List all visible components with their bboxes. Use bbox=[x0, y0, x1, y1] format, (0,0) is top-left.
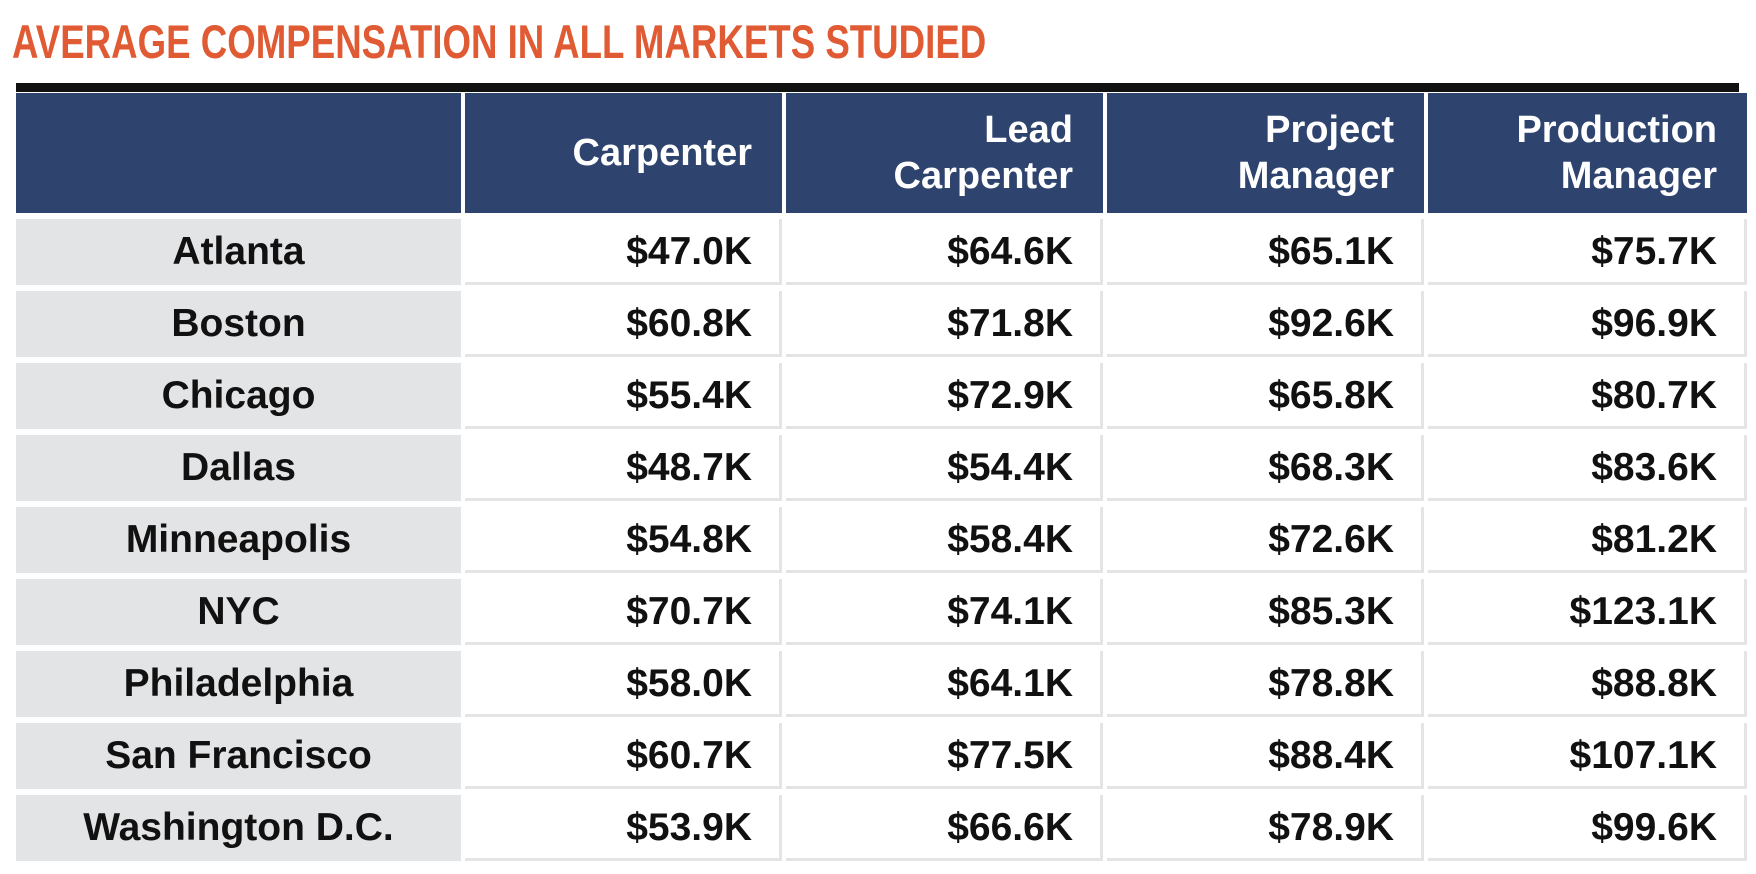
table-cell-value: $81.2K bbox=[1428, 507, 1747, 573]
table-cell-value: $72.6K bbox=[1107, 507, 1424, 573]
table-cell-value: $54.8K bbox=[465, 507, 782, 573]
row-label-city: Washington D.C. bbox=[16, 795, 461, 861]
row-label-city: Chicago bbox=[16, 363, 461, 429]
table-cell-value: $88.4K bbox=[1107, 723, 1424, 789]
row-label-city: NYC bbox=[16, 579, 461, 645]
table-cell-value: $78.9K bbox=[1107, 795, 1424, 861]
table-title: AVERAGE COMPENSATION IN ALL MARKETS STUD… bbox=[12, 15, 987, 68]
compensation-table: Carpenter Lead Carpenter Project Manager Pr… bbox=[16, 93, 1747, 861]
table-cell-value: $60.7K bbox=[465, 723, 782, 789]
table-cell-value: $58.4K bbox=[786, 507, 1103, 573]
row-label-city: Minneapolis bbox=[16, 507, 461, 573]
table-cell-value: $78.8K bbox=[1107, 651, 1424, 717]
column-header: Lead Carpenter bbox=[786, 93, 1103, 213]
row-label-city: Atlanta bbox=[16, 219, 461, 285]
table-cell-value: $66.6K bbox=[786, 795, 1103, 861]
table-cell-value: $99.6K bbox=[1428, 795, 1747, 861]
table-cell-value: $70.7K bbox=[465, 579, 782, 645]
row-label-city: Dallas bbox=[16, 435, 461, 501]
table-cell-value: $64.6K bbox=[786, 219, 1103, 285]
table-cell-value: $47.0K bbox=[465, 219, 782, 285]
table-cell-value: $77.5K bbox=[786, 723, 1103, 789]
table-cell-value: $65.1K bbox=[1107, 219, 1424, 285]
table-cell-value: $92.6K bbox=[1107, 291, 1424, 357]
table-cell-value: $64.1K bbox=[786, 651, 1103, 717]
table-cell-value: $85.3K bbox=[1107, 579, 1424, 645]
table-cell-value: $83.6K bbox=[1428, 435, 1747, 501]
table-cell-value: $107.1K bbox=[1428, 723, 1747, 789]
title-rule bbox=[16, 83, 1739, 92]
row-label-city: San Francisco bbox=[16, 723, 461, 789]
table-cell-value: $60.8K bbox=[465, 291, 782, 357]
row-label-city: Boston bbox=[16, 291, 461, 357]
row-label-city: Philadelphia bbox=[16, 651, 461, 717]
table-cell-value: $72.9K bbox=[786, 363, 1103, 429]
column-header-label: Carpenter bbox=[572, 132, 753, 174]
table-cell-value: $55.4K bbox=[465, 363, 782, 429]
table-cell-value: $58.0K bbox=[465, 651, 782, 717]
table-cell-value: $68.3K bbox=[1107, 435, 1424, 501]
column-header-label: Project Manager bbox=[1237, 109, 1394, 197]
table-cell-value: $74.1K bbox=[786, 579, 1103, 645]
table-cell-value: $48.7K bbox=[465, 435, 782, 501]
table-cell-value: $53.9K bbox=[465, 795, 782, 861]
column-header: Carpenter bbox=[465, 93, 782, 213]
table-cell-value: $96.9K bbox=[1428, 291, 1747, 357]
table-cell-value: $65.8K bbox=[1107, 363, 1424, 429]
table-cell-value: $80.7K bbox=[1428, 363, 1747, 429]
table-cell-value: $88.8K bbox=[1428, 651, 1747, 717]
table-cell-value: $75.7K bbox=[1428, 219, 1747, 285]
table-cell-value: $123.1K bbox=[1428, 579, 1747, 645]
column-header-label: Production Manager bbox=[1516, 109, 1717, 197]
table-cell-value: $54.4K bbox=[786, 435, 1103, 501]
table-cell-value: $71.8K bbox=[786, 291, 1103, 357]
column-header: Production Manager bbox=[1428, 93, 1747, 213]
column-header-label: Lead Carpenter bbox=[893, 109, 1074, 197]
column-header: Project Manager bbox=[1107, 93, 1424, 213]
header-corner-cell bbox=[16, 93, 461, 213]
